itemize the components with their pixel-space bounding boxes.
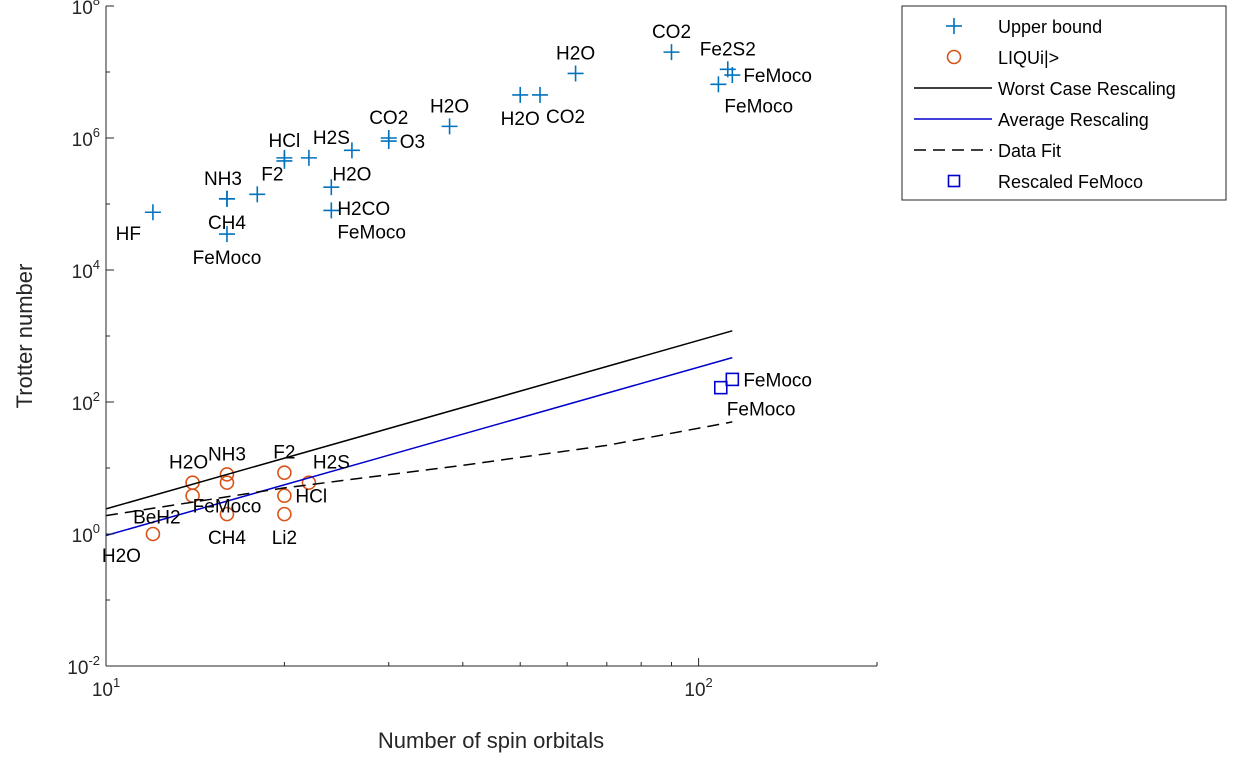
point-label: H2O (501, 109, 540, 130)
liqui-point (277, 506, 292, 522)
point-label: H2O (556, 43, 595, 64)
upper-bound-point (380, 133, 397, 150)
rescaled-femoco-point (713, 380, 728, 395)
point-label: CO2 (369, 108, 408, 129)
liqui-point (219, 467, 235, 482)
point-label: Fe2S2 (700, 39, 756, 60)
point-label: NH3 (208, 444, 246, 465)
point-label: FeMoco (337, 222, 406, 243)
liqui-point (301, 475, 317, 490)
y-tick-label: 104 (72, 257, 100, 283)
upper-bound-point (532, 86, 549, 103)
legend: Upper bound LIQUi|> Worst Case Rescaling Av… (901, 5, 1227, 201)
plot-area (106, 6, 877, 666)
upper-bound-point (512, 86, 529, 103)
legend-label: Rescaled FeMoco (998, 172, 1143, 192)
point-label: H2O (430, 96, 469, 117)
legend-label: Worst Case Rescaling (998, 79, 1176, 99)
point-label: H2O (102, 546, 141, 567)
y-tick-label: 108 (72, 0, 100, 19)
point-label: F2 (273, 443, 295, 464)
upper-bound-point (323, 202, 340, 219)
point-label: H2S (313, 128, 350, 149)
upper-bound-point (323, 179, 340, 196)
series-data-fit-line (105, 421, 733, 517)
upper-bound-point (276, 149, 293, 166)
y-tick-label: 102 (72, 389, 100, 415)
point-label: FeMoco (743, 370, 812, 391)
rescaled-femoco-point (725, 372, 740, 387)
point-label: CH4 (208, 213, 246, 234)
point-label: H2S (313, 453, 350, 474)
series-average-rescaling-line (105, 356, 733, 537)
point-label: NH3 (204, 169, 242, 190)
point-label: CO2 (652, 22, 691, 43)
liqui-point (277, 465, 292, 480)
point-label: FeMoco (743, 66, 812, 87)
legend-marker-plus (946, 18, 962, 34)
series-layer (105, 44, 741, 542)
point-label: H2O (332, 164, 371, 185)
upper-bound-point (218, 190, 235, 207)
legend-marker-circle (946, 49, 962, 65)
legend-label: Upper bound (998, 17, 1102, 37)
series-worst-case-rescaling-line (105, 330, 733, 510)
point-label: BeH2 (133, 508, 181, 529)
point-label: Li2 (272, 528, 297, 549)
legend-label: Data Fit (998, 141, 1061, 161)
point-label: O3 (400, 132, 425, 153)
x-tick-label: 102 (684, 675, 712, 701)
upper-bound-point (300, 149, 317, 166)
legend-marker-square (947, 174, 961, 188)
point-label: FeMoco (727, 400, 796, 421)
axes (105, 5, 878, 667)
point-label: CO2 (546, 107, 585, 128)
y-tick-label: 100 (72, 521, 100, 547)
y-axis-label: Trotter number (12, 264, 37, 409)
point-label: HF (116, 224, 141, 245)
point-label: H2CO (337, 199, 390, 220)
upper-bound-point (249, 186, 266, 203)
point-label: FeMoco (724, 96, 793, 117)
legend-label: Average Rescaling (998, 110, 1149, 130)
legend-box (901, 5, 1227, 201)
upper-bound-point (567, 65, 584, 82)
point-label: FeMoco (193, 248, 262, 269)
liqui-point (277, 488, 292, 504)
x-axis-label: Number of spin orbitals (378, 728, 604, 753)
point-label: HCl (269, 131, 301, 152)
upper-bound-point (710, 76, 727, 93)
liqui-point (145, 526, 161, 542)
y-tick-label: 106 (72, 125, 100, 151)
tick-labels: 101 102 10-2 100 102 104 106 108 (67, 0, 712, 701)
upper-bound-point (218, 226, 235, 243)
x-tick-label: 101 (92, 675, 120, 701)
y-tick-label: 10-2 (67, 653, 100, 679)
point-label: H2O (169, 453, 208, 474)
upper-bound-point (441, 118, 458, 135)
liqui-point (219, 475, 235, 490)
point-label: CH4 (208, 528, 246, 549)
upper-bound-point (144, 204, 161, 221)
upper-bound-point (343, 142, 360, 159)
upper-bound-point (663, 44, 680, 61)
point-label: FeMoco (193, 497, 262, 518)
liqui-point (219, 506, 235, 522)
upper-bound-point (724, 67, 741, 84)
point-label: F2 (261, 164, 283, 185)
point-label: HCl (295, 487, 327, 508)
legend-label: LIQUi|> (998, 48, 1059, 68)
